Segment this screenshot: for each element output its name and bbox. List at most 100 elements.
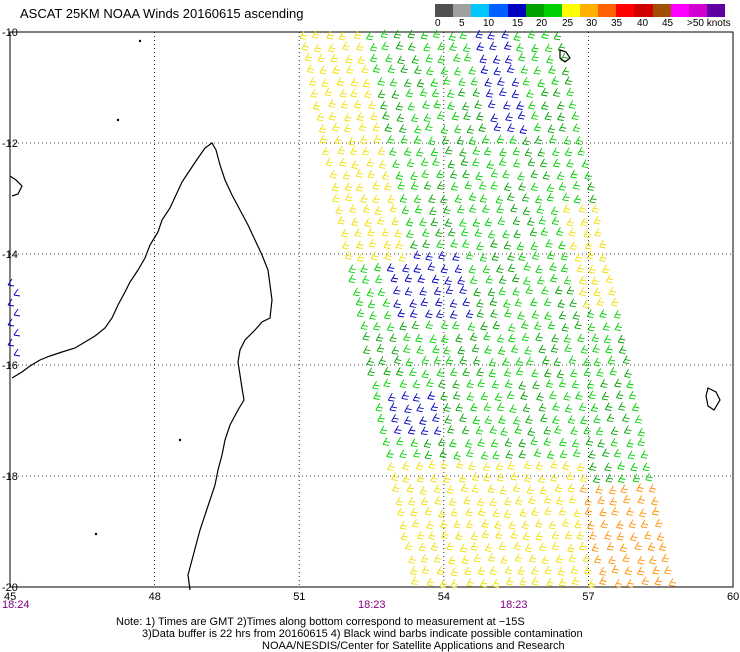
wind-barb bbox=[386, 322, 395, 332]
wind-barb bbox=[527, 29, 536, 39]
wind-barb bbox=[601, 264, 610, 274]
wind-barb bbox=[512, 216, 521, 226]
wind-barb bbox=[453, 53, 461, 63]
latitude-label: -20 bbox=[2, 582, 18, 594]
wind-barb bbox=[652, 565, 660, 575]
map-frame bbox=[9, 31, 734, 588]
wind-barb bbox=[397, 308, 405, 318]
wind-barb bbox=[610, 426, 619, 436]
wind-barb bbox=[513, 229, 521, 239]
wind-barb bbox=[492, 450, 500, 460]
wind-barb bbox=[518, 438, 526, 448]
wind-barb bbox=[568, 100, 576, 109]
wind-barb bbox=[562, 192, 570, 202]
wind-barb bbox=[482, 204, 490, 214]
wind-barb bbox=[514, 553, 523, 563]
wind-barb bbox=[393, 285, 401, 295]
wind-barb bbox=[626, 438, 634, 448]
wind-barb bbox=[405, 88, 414, 98]
wind-barb bbox=[560, 251, 569, 261]
wind-barb bbox=[468, 264, 476, 274]
wind-barb bbox=[340, 99, 349, 109]
wind-barb bbox=[465, 507, 473, 517]
wind-barb bbox=[530, 241, 539, 251]
wind-barb bbox=[588, 579, 596, 588]
wind-barb bbox=[485, 88, 494, 98]
wind-barb bbox=[603, 334, 612, 344]
wind-barb bbox=[408, 555, 416, 564]
wind-barb bbox=[360, 135, 368, 144]
wind-barb bbox=[462, 239, 470, 249]
wind-barb bbox=[579, 484, 588, 493]
wind-barb bbox=[373, 391, 381, 400]
wind-barb bbox=[580, 345, 589, 354]
wind-barb bbox=[530, 297, 538, 307]
wind-barb bbox=[567, 483, 575, 493]
wind-barb bbox=[317, 53, 325, 63]
wind-barb bbox=[596, 297, 604, 307]
wind-barb bbox=[370, 53, 378, 63]
wind-barb bbox=[450, 579, 459, 588]
wind-barb bbox=[488, 368, 496, 378]
wind-barb bbox=[322, 146, 330, 156]
wind-barb bbox=[580, 415, 588, 425]
wind-barb bbox=[449, 299, 458, 308]
wind-barb bbox=[427, 262, 435, 271]
wind-barb bbox=[364, 89, 372, 99]
wind-barb bbox=[509, 135, 517, 144]
wind-barb bbox=[591, 333, 599, 343]
legend-swatch bbox=[543, 4, 562, 17]
note-line-2: 3)Data buffer is 22 hrs from 20160615 4)… bbox=[142, 628, 583, 640]
wind-barb bbox=[521, 193, 530, 202]
wind-barb bbox=[492, 320, 501, 330]
wind-barb bbox=[438, 250, 446, 260]
wind-barb bbox=[622, 355, 631, 365]
wind-barb bbox=[436, 169, 444, 179]
wind-barb bbox=[487, 229, 496, 239]
wind-barb bbox=[461, 101, 470, 111]
wind-barb bbox=[605, 473, 614, 483]
wind-barb bbox=[464, 566, 472, 576]
wind-barb bbox=[585, 437, 594, 446]
wind-barb bbox=[403, 332, 411, 342]
wind-barb bbox=[524, 543, 533, 553]
wind-barb bbox=[570, 565, 579, 575]
latitude-label: -18 bbox=[2, 471, 18, 483]
wind-barb bbox=[575, 391, 583, 400]
wind-barb bbox=[437, 110, 445, 120]
wind-barb bbox=[412, 518, 420, 528]
legend-swatch bbox=[706, 4, 725, 17]
wind-barb bbox=[601, 391, 610, 401]
legend-label: >50 knots bbox=[687, 18, 731, 29]
wind-barb bbox=[664, 565, 672, 575]
wind-barb bbox=[557, 567, 566, 576]
wind-barb bbox=[498, 541, 506, 551]
wind-barb bbox=[531, 507, 539, 517]
wind-barb bbox=[609, 496, 617, 506]
wind-barb bbox=[482, 264, 491, 274]
wind-barb bbox=[332, 122, 340, 132]
wind-barb bbox=[563, 136, 572, 145]
wind-barb bbox=[360, 194, 368, 203]
latitude-labels: -10 -12 -14 -16 -18 -20 bbox=[2, 27, 18, 594]
wind-barb bbox=[448, 497, 457, 507]
wind-barb bbox=[391, 472, 399, 482]
wind-barb bbox=[651, 496, 659, 506]
wind-barb bbox=[434, 496, 443, 505]
wind-barb bbox=[339, 157, 347, 167]
islet bbox=[138, 39, 142, 43]
wind-barb bbox=[335, 205, 343, 215]
wind-barb bbox=[393, 29, 401, 39]
wind-barb bbox=[579, 287, 587, 297]
wind-barb bbox=[450, 367, 458, 377]
wind-barb bbox=[495, 530, 503, 539]
wind-barb bbox=[587, 182, 595, 191]
wind-barb bbox=[640, 519, 649, 529]
wind-barb bbox=[480, 321, 488, 331]
wind-barb bbox=[377, 216, 385, 225]
wind-barb bbox=[366, 288, 375, 297]
wind-barb bbox=[458, 87, 466, 97]
wind-barb bbox=[504, 55, 513, 64]
wind-barb bbox=[540, 158, 548, 168]
wind-barb bbox=[570, 426, 578, 436]
